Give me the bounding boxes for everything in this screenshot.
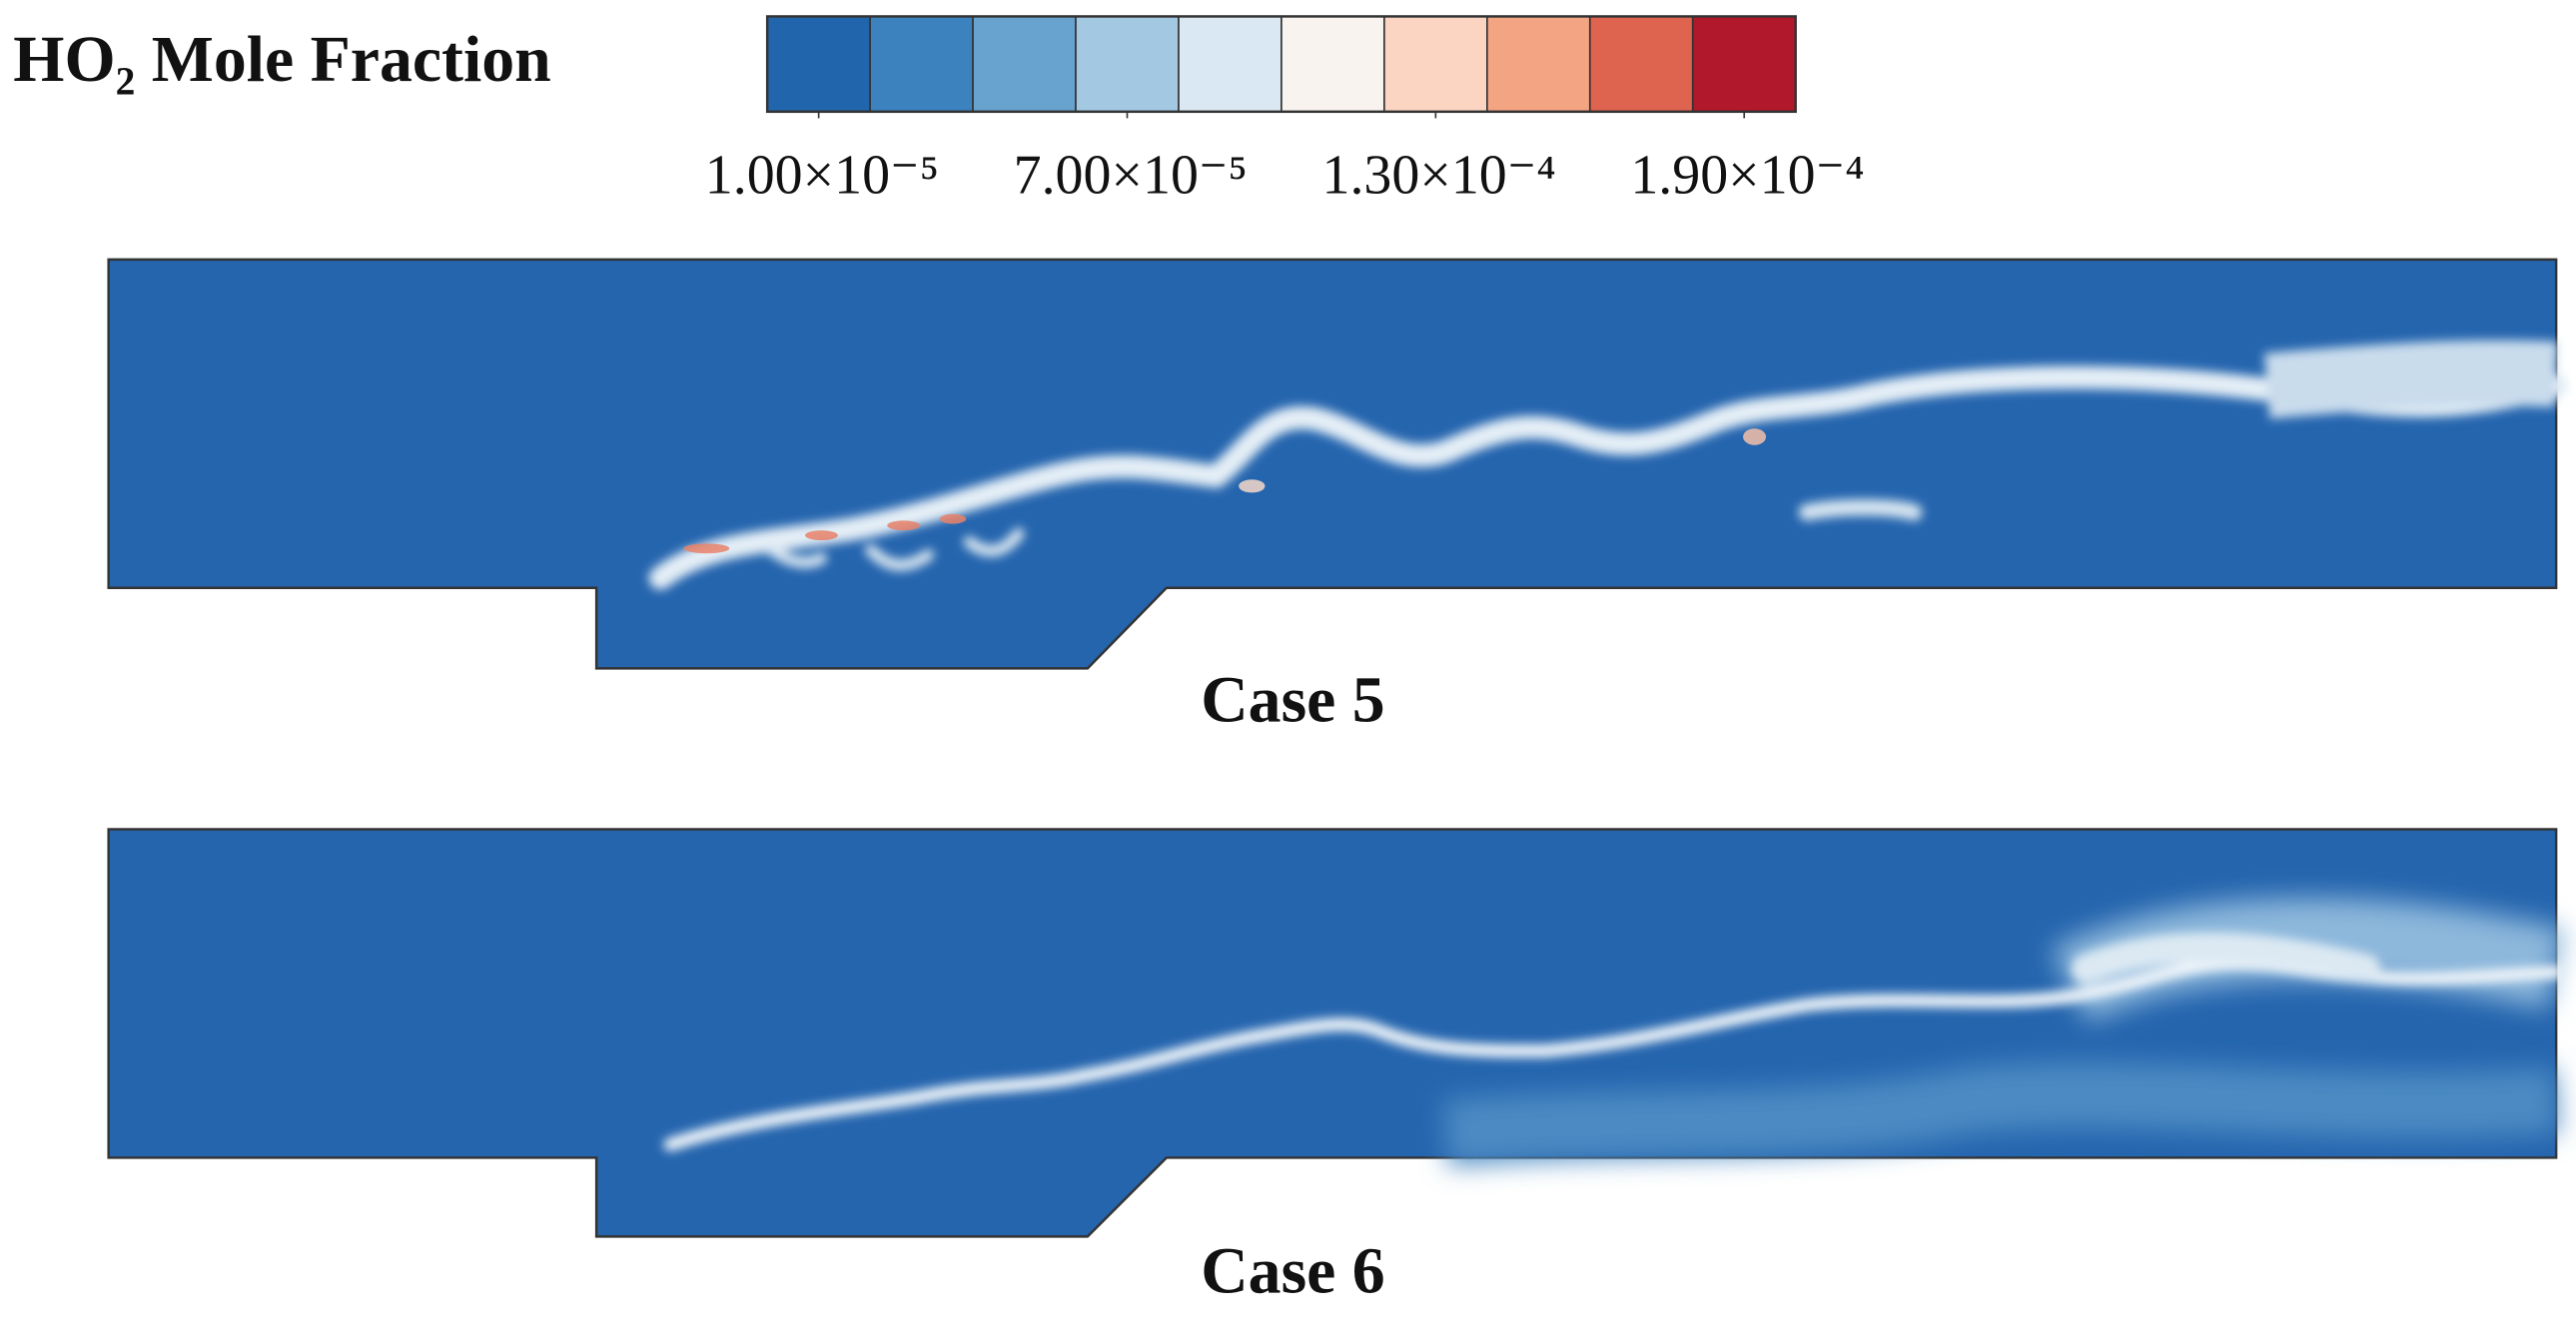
- colorbar-segment: [869, 15, 974, 113]
- panel-label: Case 5: [1201, 663, 1384, 736]
- plume: [648, 339, 2568, 590]
- colorbar-tick-label: 1.30×10⁻⁴: [1321, 145, 1555, 207]
- domain: [107, 828, 2558, 1238]
- contour-field: [107, 258, 2568, 670]
- colorbar: 1.00×10⁻⁵ 7.00×10⁻⁵ 1.30×10⁻⁴ 1.90×10⁻⁴: [705, 15, 1865, 207]
- colorbar-title: HO₂ Mole Fraction: [13, 23, 550, 96]
- colorbar-segment: [1383, 15, 1488, 113]
- colorbar-tick-label: 1.00×10⁻⁵: [705, 145, 939, 207]
- colorbar-segment: [1588, 15, 1694, 113]
- panel-label: Case 6: [1201, 1235, 1384, 1308]
- colorbar-segment: [1178, 15, 1283, 113]
- colorbar-segment: [1281, 15, 1385, 113]
- colorbar-segment: [1075, 15, 1180, 113]
- hot-spot: [683, 428, 1767, 554]
- colorbar-segment: [1691, 15, 1797, 113]
- colorbar-segment: [972, 15, 1077, 113]
- colorbar-segment: [1486, 15, 1591, 113]
- domain: [107, 258, 2558, 670]
- colorbar-frame: [765, 15, 1797, 114]
- contour-field: [107, 828, 2565, 1238]
- colorbar-tick-label: 1.90×10⁻⁴: [1630, 145, 1864, 207]
- colorbar-segment: [766, 15, 871, 113]
- plume: [663, 932, 2563, 1151]
- colorbar-tick-label: 7.00×10⁻⁵: [1014, 145, 1248, 207]
